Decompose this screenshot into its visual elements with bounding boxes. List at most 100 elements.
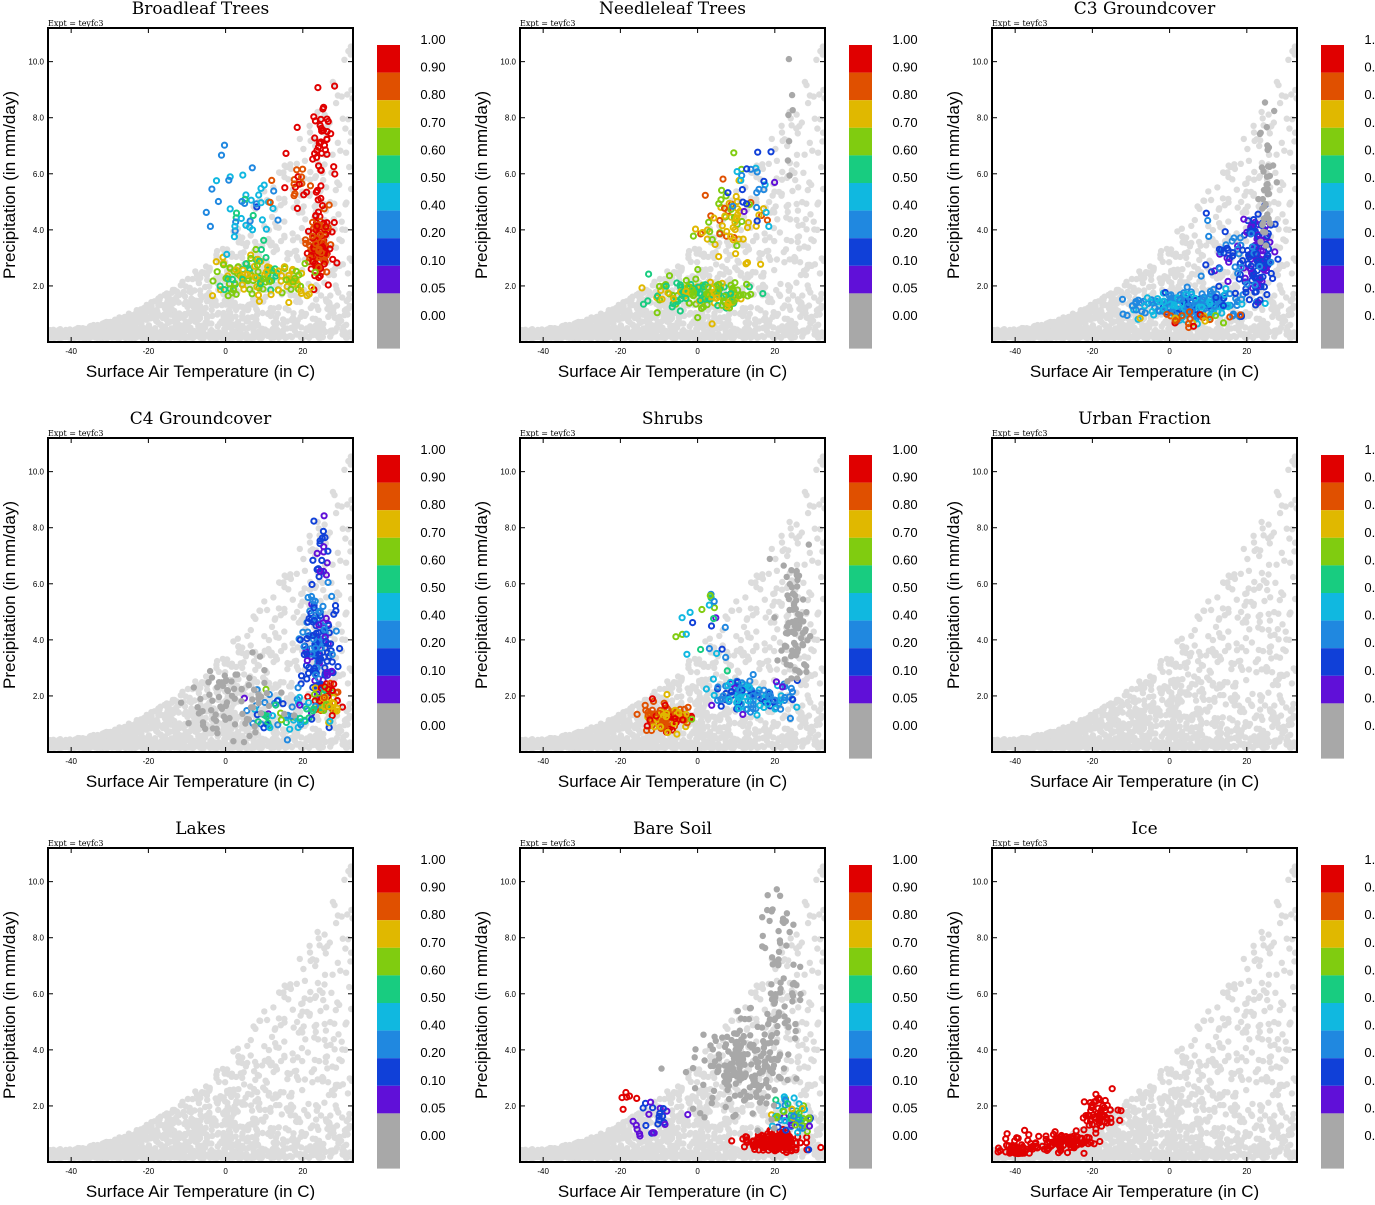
background-point xyxy=(1169,251,1175,257)
background-point xyxy=(1235,323,1241,329)
background-point xyxy=(1192,335,1198,341)
background-point xyxy=(1250,335,1256,341)
background-point xyxy=(1251,138,1257,144)
y-tick-label: 4.0 xyxy=(33,226,45,235)
background-point xyxy=(160,330,166,336)
background-point xyxy=(1250,123,1256,129)
data-point xyxy=(790,107,796,113)
data-point xyxy=(222,143,227,148)
colorbar-label: 0.40 xyxy=(892,198,917,213)
background-point xyxy=(1266,328,1272,334)
background-point xyxy=(600,320,606,326)
background-point xyxy=(284,334,290,340)
background-point xyxy=(802,306,808,312)
background-point xyxy=(333,100,339,106)
background-point xyxy=(294,161,300,167)
background-point xyxy=(818,164,824,170)
data-point xyxy=(768,149,773,154)
background-point xyxy=(1199,284,1205,290)
data-point xyxy=(740,200,745,205)
data-point xyxy=(716,254,721,259)
background-point xyxy=(788,238,794,244)
background-point xyxy=(1085,327,1091,333)
background-point xyxy=(1289,270,1295,276)
data-point xyxy=(756,187,761,192)
background-point xyxy=(793,280,799,286)
background-point xyxy=(269,214,275,220)
background-point xyxy=(1257,137,1263,143)
background-point xyxy=(280,169,286,175)
colorbar-label: 0.00 xyxy=(892,308,917,323)
background-point xyxy=(787,216,793,222)
background-point xyxy=(630,322,636,328)
background-point xyxy=(760,270,766,276)
background-point xyxy=(756,325,762,331)
data-point xyxy=(204,210,209,215)
background-point xyxy=(632,315,638,321)
background-point xyxy=(1157,252,1163,258)
background-point xyxy=(1277,187,1283,193)
background-point xyxy=(165,320,171,326)
background-point xyxy=(1281,148,1287,154)
background-point xyxy=(1152,320,1158,326)
data-point xyxy=(639,285,644,290)
colorbar-label: 0.40 xyxy=(420,198,445,213)
background-point xyxy=(151,298,157,304)
background-point xyxy=(151,328,157,334)
data-point xyxy=(716,201,721,206)
background-point xyxy=(71,328,77,334)
background-point xyxy=(793,161,799,167)
background-point xyxy=(126,335,132,341)
data-point xyxy=(711,215,716,220)
x-tick-label: -40 xyxy=(537,347,549,356)
background-point xyxy=(1279,211,1285,217)
background-point xyxy=(1229,176,1235,182)
background-point xyxy=(313,296,319,302)
data-point xyxy=(269,178,274,183)
background-point xyxy=(239,234,245,240)
background-point xyxy=(1220,195,1226,201)
background-point xyxy=(1286,227,1292,233)
background-point xyxy=(693,331,699,337)
background-point xyxy=(562,327,568,333)
background-point xyxy=(720,321,726,327)
background-point xyxy=(1019,334,1025,340)
data-point xyxy=(733,251,738,256)
background-point xyxy=(135,310,141,316)
background-point xyxy=(171,312,177,318)
background-point xyxy=(774,256,780,262)
y-axis-label: Precipitation (in mm/day) xyxy=(0,91,19,279)
background-point xyxy=(766,161,772,167)
background-point xyxy=(1104,330,1110,336)
data-point xyxy=(276,288,281,293)
background-point xyxy=(763,323,769,329)
background-point xyxy=(285,176,291,182)
x-axis-label: Surface Air Temperature (in C) xyxy=(86,362,315,381)
background-point xyxy=(259,335,265,341)
background-point xyxy=(623,328,629,334)
background-point xyxy=(814,329,820,335)
background-point xyxy=(1284,116,1290,122)
data-point xyxy=(326,282,331,287)
data-point xyxy=(722,213,727,218)
background-point xyxy=(1123,279,1129,285)
background-point xyxy=(207,335,213,341)
background-point xyxy=(694,259,700,265)
data-point xyxy=(324,137,329,142)
data-point xyxy=(259,247,264,252)
data-point xyxy=(732,280,737,285)
data-point xyxy=(256,293,261,298)
colorbar-swatch xyxy=(377,45,400,73)
background-point xyxy=(796,233,802,239)
background-point xyxy=(1169,284,1175,290)
background-point xyxy=(796,306,802,312)
x-tick-label: 0 xyxy=(695,347,700,356)
colorbar-label: 0.50 xyxy=(420,170,445,185)
background-point xyxy=(1130,288,1136,294)
background-point xyxy=(284,256,290,262)
background-point xyxy=(806,179,812,185)
data-point xyxy=(208,224,213,229)
data-point xyxy=(1247,297,1252,302)
background-point xyxy=(1179,226,1185,232)
